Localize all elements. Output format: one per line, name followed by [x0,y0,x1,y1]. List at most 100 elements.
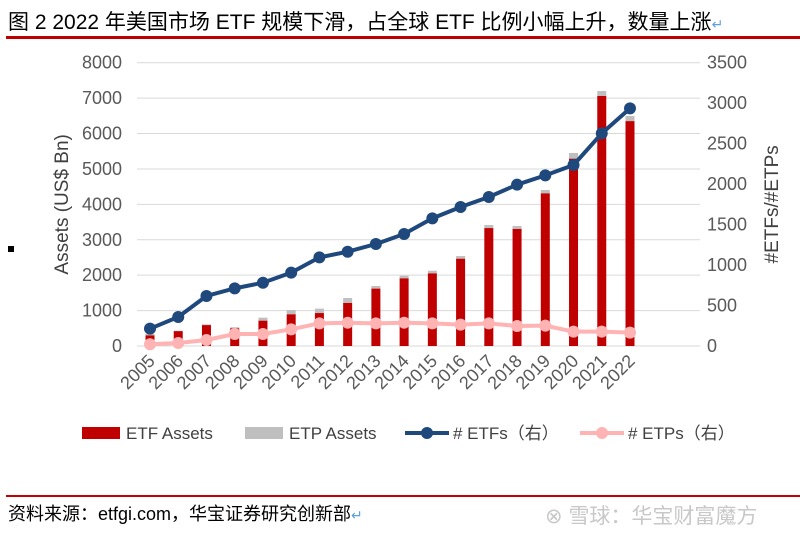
etfs-point [144,322,156,335]
source-note: 资料来源：etfgi.com，华宝证券研究创新部↵ [8,500,363,526]
left-tick-label: 2000 [82,265,122,285]
etps-point [482,317,495,330]
bullet-marker [8,246,14,252]
figure-title: 图 2 2022 年美国市场 ETF 规模下滑，占全球 ETF 比例小幅上升，数… [8,6,723,36]
etf-bar [597,95,607,346]
etfs-point [172,311,185,324]
legend-marker [596,427,608,439]
right-tick-label: 3500 [707,53,747,73]
etps-point [313,317,326,330]
watermark-logo-icon: ⊗ [545,505,569,528]
left-tick-label: 4000 [82,194,122,214]
etf-bar [512,228,522,346]
etps-point [285,323,298,336]
source-rule [6,495,800,497]
right-tick-label: 3000 [707,93,747,113]
etf-bar [371,288,381,346]
etfs-point [539,169,552,182]
etf-bar [427,273,437,346]
etp-bar [569,153,579,159]
etps-point [624,326,636,339]
etfs-point [624,102,636,115]
left-tick-label: 7000 [82,88,122,108]
right-tick-label: 1000 [707,255,747,275]
etf-bar [625,121,635,347]
etfs-point [567,159,580,172]
etf-bar [540,193,550,346]
etps-line [149,320,631,347]
etp-bar [258,317,268,321]
etps-point [567,325,580,338]
left-tick-label: 0 [112,336,122,356]
etps-point [256,328,269,341]
legend-label: ETF Assets [126,424,213,443]
etps-point [595,325,608,338]
etps-point [341,316,354,329]
legend-swatch [82,427,120,439]
right-tick-label: 2000 [707,174,747,194]
etp-bar [314,308,324,314]
left-tick-label: 1000 [82,301,122,321]
etps-point [172,337,185,350]
etp-bar [399,275,409,279]
right-axis-title: #ETFs/#ETPs [762,145,783,263]
chart: 0 1000 2000 3000 4000 5000 6000 7000 8000 0 500 100… [52,53,783,443]
source-text: 资料来源：etfgi.com，华宝证券研究创新部 [8,504,352,524]
etp-bar [512,225,522,229]
etf-bar [314,313,324,346]
etfs-point [341,245,354,258]
etps-point [144,338,156,351]
etps-point [511,320,524,333]
etp-bar [201,324,211,326]
etps-point [398,316,411,329]
figure-title-text: 图 2 2022 年美国市场 ETF 规模下滑，占全球 ETF 比例小幅上升，数… [8,11,712,34]
watermark: ⊗ 雪球：华宝财富魔方 [545,500,757,530]
etp-bar [456,256,466,259]
etp-bar [484,225,494,229]
left-tick-label: 8000 [82,53,122,73]
etps-point [539,319,552,332]
etp-bar [540,190,550,194]
etfs-point [511,178,524,191]
left-axis-title: Assets (US$ Bn) [52,134,73,274]
etp-bar [625,115,635,122]
right-tick-label: 500 [707,296,737,316]
etfs-point [369,238,382,251]
title-rule [6,36,800,39]
etf-bar [484,228,494,346]
etps-point [200,334,213,347]
etfs-point [454,201,467,214]
left-tick-label: 3000 [82,230,122,250]
legend-label: # ETFs（右） [453,424,559,443]
etfs-point [256,276,269,289]
watermark-text: 雪球：华宝财富魔方 [568,505,758,528]
legend-label: # ETPs（右） [628,424,735,443]
etp-bar [343,298,353,303]
etfs-point [285,266,298,279]
etf-bar [569,158,579,346]
etf-bar [399,278,409,346]
etps-point [228,328,241,341]
right-tick-label: 2500 [707,134,747,154]
legend-label: ETP Assets [289,424,377,443]
etfs-point [398,227,411,240]
etp-bar [597,91,607,96]
legend-item: ETF Assets [82,424,213,443]
return-mark-icon: ↵ [351,507,363,523]
etfs-point [313,251,326,264]
left-tick-label: 5000 [82,159,122,179]
etf-bar [456,258,466,346]
legend-item: # ETPs（右） [580,424,735,443]
etfs-point [228,282,241,295]
return-mark-icon: ↵ [711,16,724,32]
etfs-point [595,127,608,140]
legend-swatch [245,427,283,439]
legend-item: # ETFs（右） [405,424,559,443]
legend-marker [421,427,433,439]
etfs-point [200,289,213,302]
right-tick-label: 0 [707,336,717,356]
etp-bar [286,310,296,315]
etp-bar [427,270,437,274]
right-tick-label: 1500 [707,215,747,235]
legend-item: ETP Assets [245,424,377,443]
